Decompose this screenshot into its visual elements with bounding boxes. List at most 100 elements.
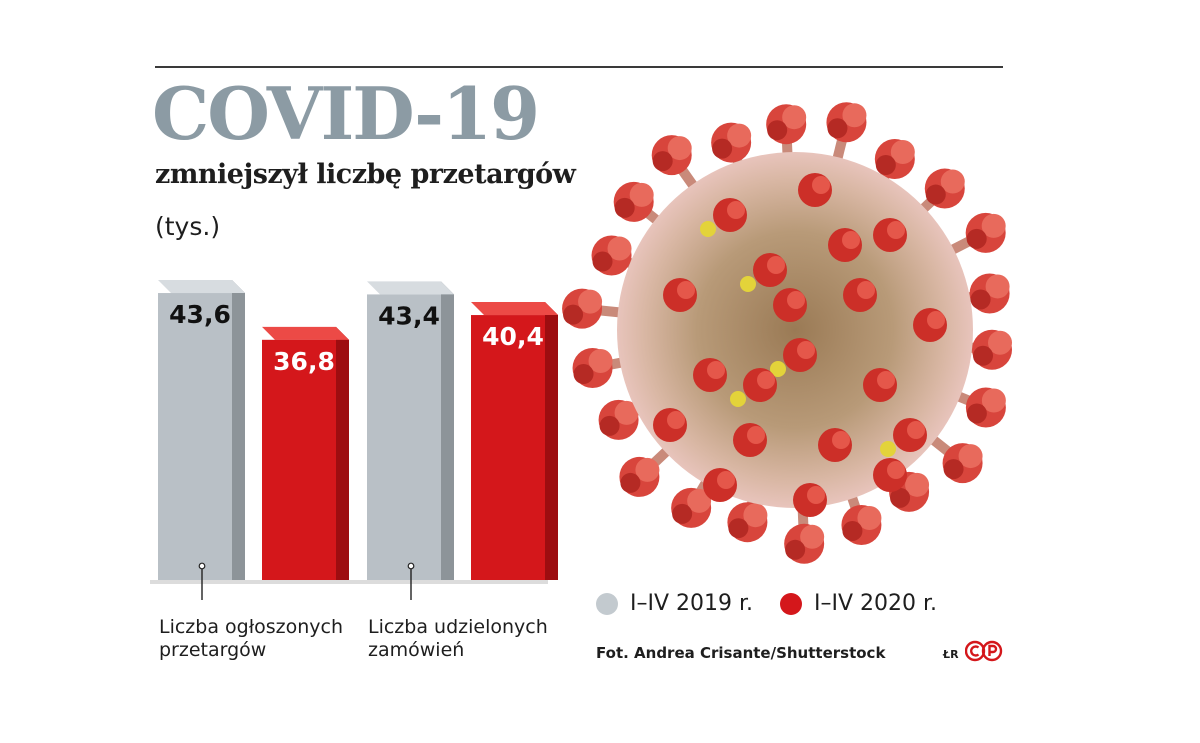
label-leader-dot <box>198 562 206 570</box>
virus-detail <box>607 236 632 261</box>
bar-side <box>336 326 349 580</box>
bar <box>367 294 441 580</box>
virus-detail <box>677 281 695 299</box>
data-label: 43,4 <box>378 301 440 330</box>
virus-detail <box>730 391 746 407</box>
bar <box>471 315 545 580</box>
virus-detail <box>563 304 584 325</box>
virus-detail <box>832 431 850 449</box>
virus-detail <box>988 330 1013 355</box>
top-rule <box>155 66 1003 68</box>
virus-detail <box>672 503 693 524</box>
virus-detail <box>740 276 756 292</box>
virus-detail <box>578 289 603 314</box>
virus-detail <box>727 201 745 219</box>
virus-detail <box>887 461 905 479</box>
publisher-logo-icon <box>965 640 1003 662</box>
virus-detail <box>857 505 882 530</box>
chart-subtitle: zmniejszył liczbę przetargów <box>155 159 576 190</box>
virus-detail <box>785 539 806 560</box>
virus-detail <box>970 289 991 310</box>
virus-detail <box>958 444 983 469</box>
virus-detail <box>700 221 716 237</box>
virus-detail <box>890 140 915 165</box>
virus-detail <box>925 184 946 205</box>
virus-detail <box>757 371 775 389</box>
virus-detail <box>592 251 613 272</box>
virus-detail <box>973 345 994 366</box>
virus-detail <box>940 169 965 194</box>
virus-detail <box>629 182 654 207</box>
virus-detail <box>966 228 987 249</box>
virus-detail <box>588 349 613 374</box>
virus-detail <box>985 274 1010 299</box>
chart-floor <box>150 580 548 584</box>
virus-detail <box>652 151 673 172</box>
legend-item-2019: I–IV 2019 r. <box>596 591 753 616</box>
virus-detail <box>614 197 635 218</box>
virus-detail <box>807 486 825 504</box>
virus-detail <box>743 503 768 528</box>
virus-detail <box>907 421 925 439</box>
category-label-zamowienia: Liczba udzielonych zamówień <box>368 616 568 662</box>
author-initials: ŁR <box>943 648 959 661</box>
virus-detail <box>927 311 945 329</box>
virus-detail <box>747 426 765 444</box>
virus-detail <box>877 371 895 389</box>
virus-detail <box>943 459 964 480</box>
unit-label: (tys.) <box>155 212 221 241</box>
bar-top <box>262 326 349 340</box>
legend-swatch-2019 <box>596 592 618 615</box>
legend-swatch-2020 <box>780 592 802 615</box>
bar-chart: 43,6 36,8 43,4 40,4 <box>150 280 558 600</box>
virus-detail <box>728 518 749 539</box>
virus-detail <box>857 281 875 299</box>
data-label: 43,6 <box>169 300 231 329</box>
virus-detail <box>797 341 815 359</box>
virus-detail <box>905 472 930 497</box>
virus-detail <box>966 403 987 424</box>
data-label: 40,4 <box>482 322 544 351</box>
virus-detail <box>599 415 620 436</box>
virus-detail <box>842 520 863 541</box>
virus-detail <box>620 472 641 493</box>
bar-top <box>471 302 558 316</box>
virus-detail <box>707 361 725 379</box>
virus-detail <box>717 471 735 489</box>
virus-detail <box>770 361 786 377</box>
virus-detail <box>667 411 685 429</box>
bar-side <box>441 281 454 580</box>
virus-detail <box>667 136 692 161</box>
virus-detail <box>727 123 752 148</box>
bar <box>158 293 232 580</box>
virus-detail <box>842 231 860 249</box>
legend-item-2020: I–IV 2020 r. <box>780 591 937 616</box>
virus-detail <box>981 213 1006 238</box>
bar-top <box>367 281 454 295</box>
virus-detail <box>842 103 867 128</box>
category-label-line: Liczba udzielonych <box>368 616 548 638</box>
bar-side <box>232 280 245 580</box>
virus-detail <box>782 105 807 130</box>
virus-detail <box>800 524 825 549</box>
coronavirus-illustration-icon <box>562 102 1013 564</box>
virus-detail <box>981 388 1006 413</box>
bar-side <box>545 302 558 580</box>
virus-detail <box>687 488 712 513</box>
legend-label-2019: I–IV 2019 r. <box>630 591 754 616</box>
category-label-line: Liczba ogłoszonych <box>159 616 344 638</box>
photo-credit: Fot. Andrea Crisante/Shutterstock <box>596 644 886 662</box>
data-label: 36,8 <box>273 347 335 376</box>
virus-detail <box>875 155 896 176</box>
virus-detail <box>614 400 639 425</box>
virus-detail <box>635 457 660 482</box>
virus-detail <box>712 138 733 159</box>
virus-detail <box>887 221 905 239</box>
legend-label-2020: I–IV 2020 r. <box>814 591 938 616</box>
virus-detail <box>573 364 594 385</box>
virus-detail <box>812 176 830 194</box>
chart-title: COVID-19 <box>152 71 540 156</box>
virus-detail <box>767 256 785 274</box>
virus-detail <box>787 291 805 309</box>
